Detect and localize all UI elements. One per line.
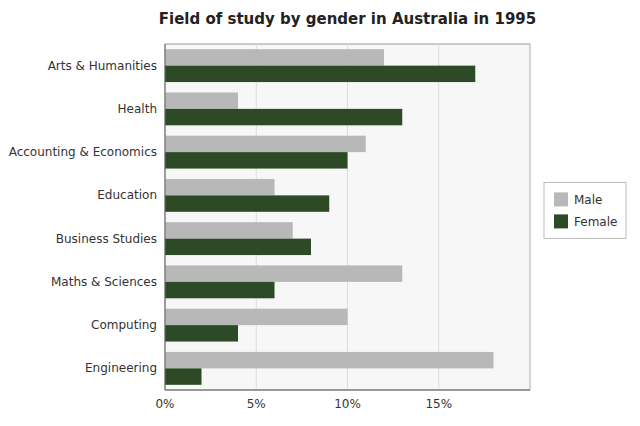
- y-tick-label: Maths & Sciences: [51, 275, 157, 289]
- bar: [165, 282, 275, 298]
- bar: [165, 265, 402, 281]
- grid-line: [438, 44, 439, 390]
- y-tick-label: Computing: [91, 318, 157, 332]
- bar: [165, 179, 275, 195]
- y-tick-label: Health: [118, 102, 157, 116]
- grid: [165, 44, 530, 390]
- x-tick-label: 5%: [247, 397, 266, 411]
- bar: [165, 92, 238, 108]
- grid-line: [347, 44, 348, 390]
- bar: [165, 309, 348, 325]
- bar: [165, 352, 494, 368]
- grid-line: [165, 44, 166, 390]
- bar: [165, 136, 366, 152]
- grid-line: [530, 44, 531, 390]
- bar: [165, 368, 202, 384]
- grid-line: [256, 44, 257, 390]
- x-tick-label: 10%: [334, 397, 361, 411]
- legend-label: Female: [574, 215, 617, 229]
- bar: [165, 222, 293, 238]
- x-axis-line: [165, 390, 530, 391]
- chart-container: Field of study by gender in Australia in…: [0, 0, 640, 426]
- legend-label: Male: [574, 193, 602, 207]
- y-tick-label: Engineering: [85, 361, 157, 375]
- y-tick-label: Business Studies: [56, 232, 157, 246]
- legend-swatch: [554, 214, 568, 228]
- x-tick-label: 0%: [155, 397, 174, 411]
- bar: [165, 49, 384, 65]
- legend: Male Female: [544, 182, 626, 238]
- x-tick-label: 15%: [425, 397, 452, 411]
- legend-swatch: [554, 192, 568, 206]
- bars: [165, 49, 494, 385]
- bar: [165, 152, 348, 168]
- y-tick-label: Accounting & Economics: [9, 145, 157, 159]
- y-tick-label: Arts & Humanities: [48, 59, 157, 73]
- chart-svg: Field of study by gender in Australia in…: [0, 0, 640, 426]
- y-axis-line: [165, 44, 166, 390]
- bar: [165, 239, 311, 255]
- bar: [165, 109, 402, 125]
- bar: [165, 325, 238, 341]
- bar: [165, 195, 329, 211]
- bar: [165, 66, 475, 82]
- legend-frame: [544, 182, 626, 238]
- plot-area: [165, 44, 530, 390]
- chart-title: Field of study by gender in Australia in…: [159, 10, 536, 28]
- y-tick-label: Education: [97, 188, 157, 202]
